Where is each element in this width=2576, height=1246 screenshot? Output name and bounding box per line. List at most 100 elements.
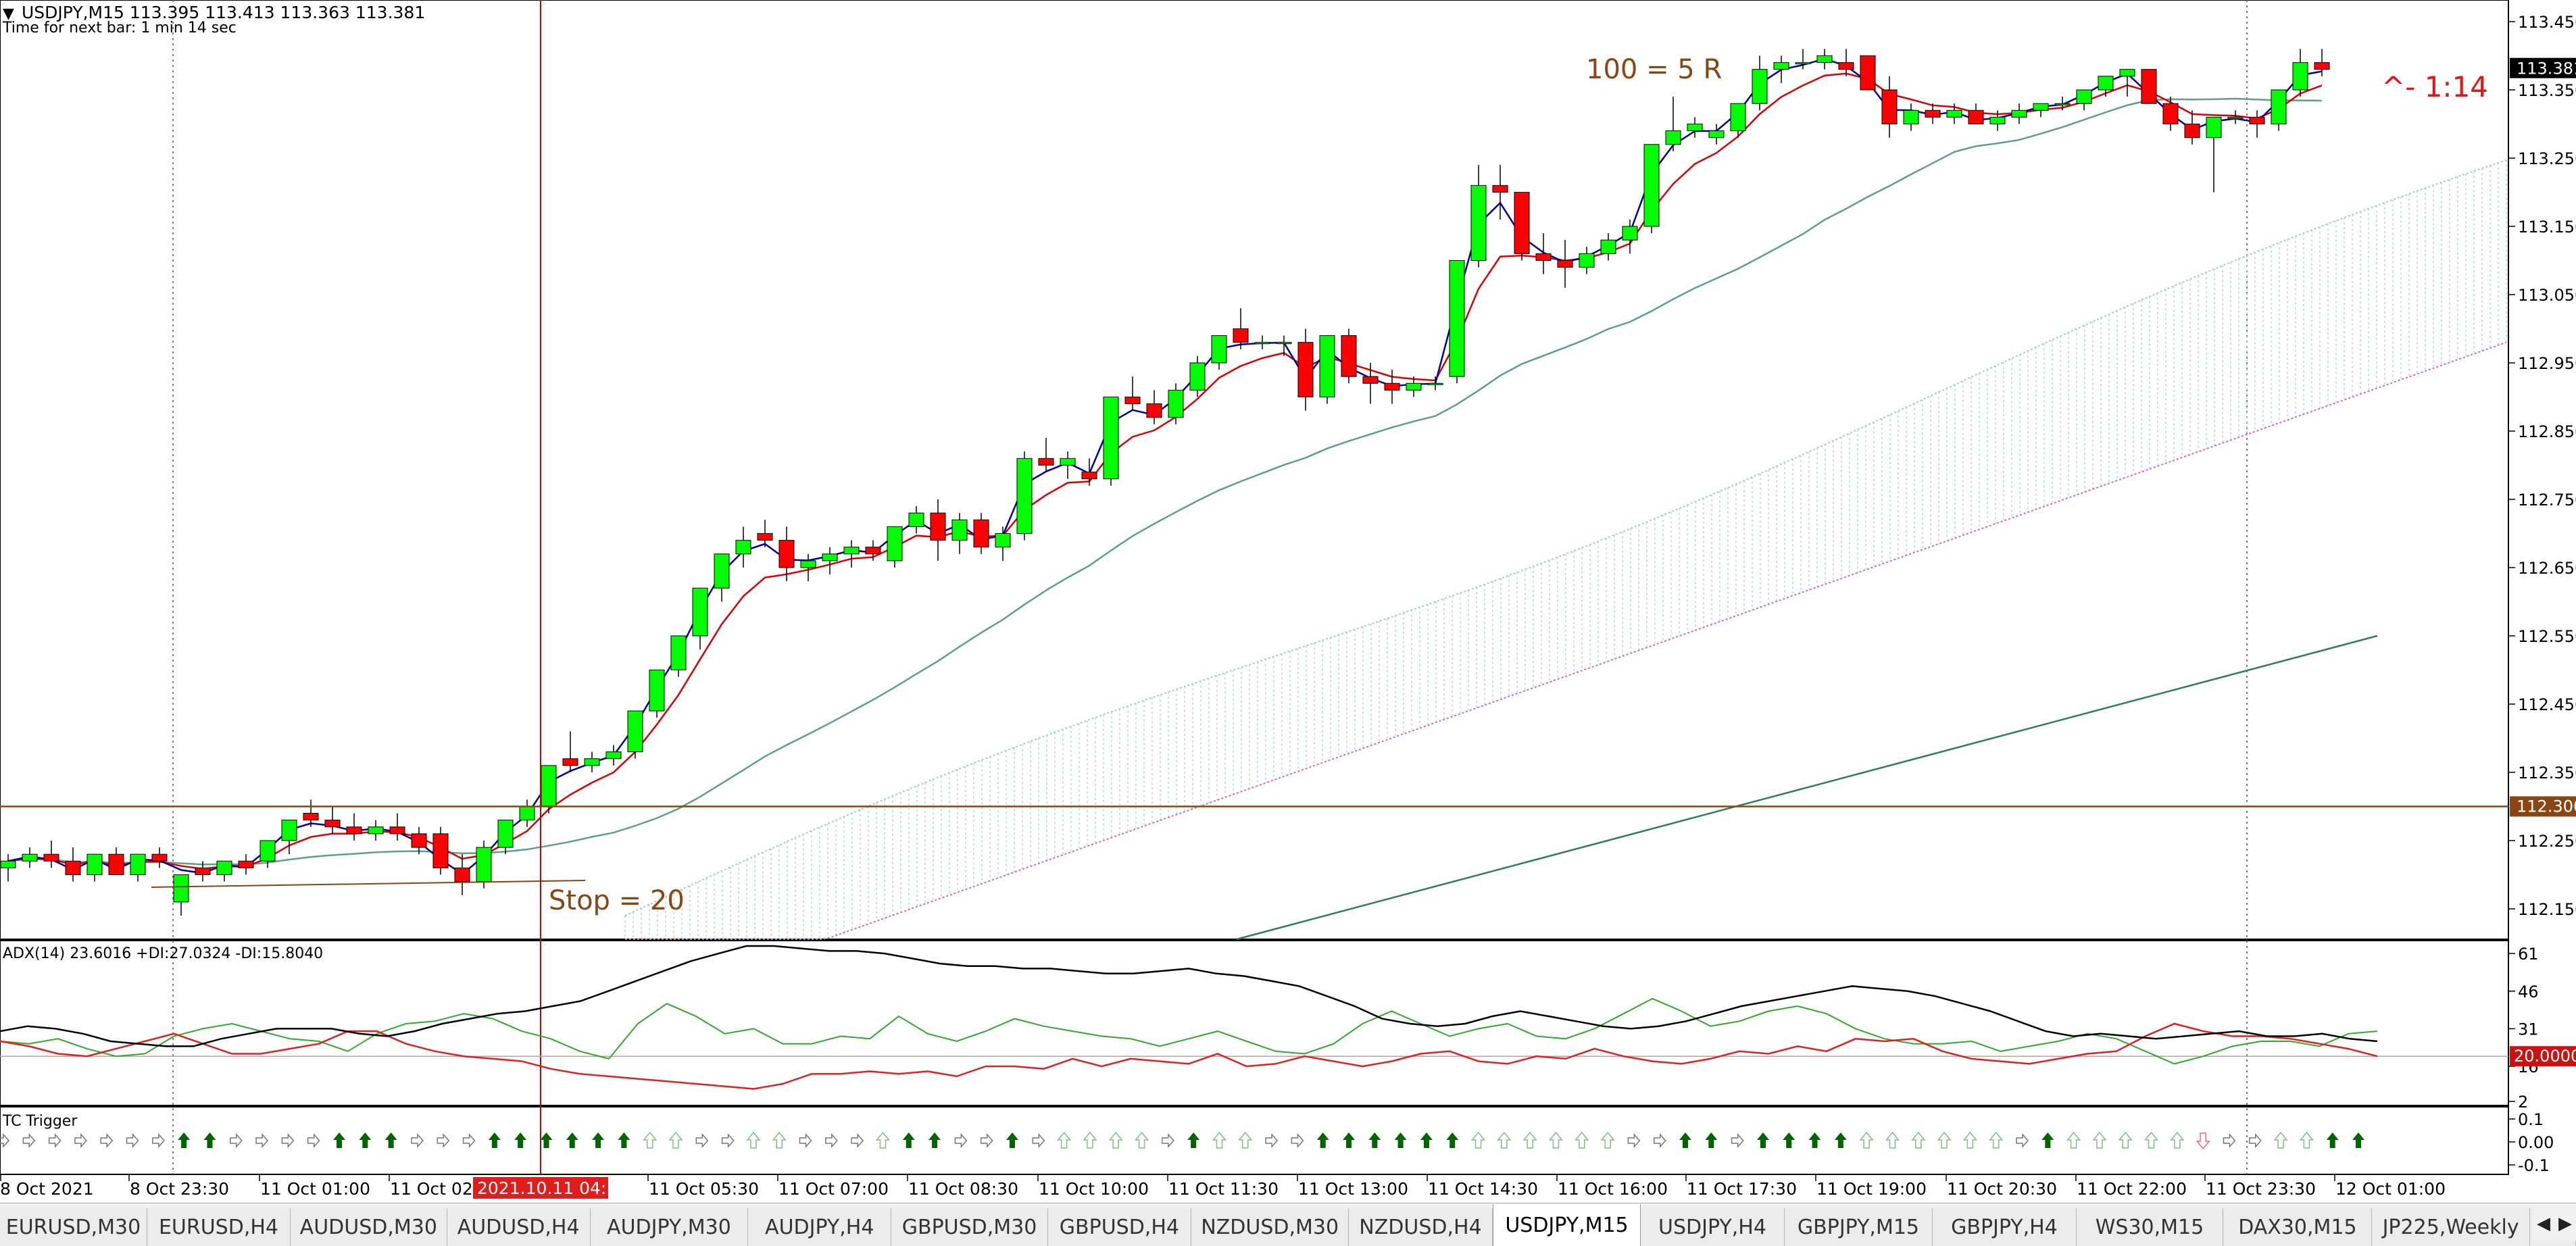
bull-candle-body <box>1816 55 1833 64</box>
right-arrow-icon <box>307 1133 320 1148</box>
bull-candle-body <box>843 547 860 555</box>
bull-candle-body <box>1773 62 1789 70</box>
chart-tab-gbpusd-m30[interactable]: GBPUSD,M30 <box>891 1208 1048 1246</box>
chart-area[interactable]: ADX(14) 23.6016 +DI:27.0324 -DI:15.8040 6… <box>0 0 2576 1203</box>
ichimoku-cloud <box>624 159 2507 940</box>
candle <box>670 635 687 677</box>
open-up-arrow-icon <box>746 1131 761 1149</box>
chart-tab-usdjpy-m15[interactable]: USDJPY,M15 <box>1492 1204 1641 1246</box>
bear-candle-body <box>1362 376 1379 384</box>
chart-tabs: EURUSD,M30 EURUSD,H4 AUDUSD,M30 AUDUSD,H4 AU… <box>0 1203 2576 1246</box>
tc-tick-label: 0.1 <box>2518 1110 2544 1129</box>
bear-candle-body <box>1838 62 1854 70</box>
open-up-arrow-icon <box>772 1131 787 1149</box>
candle <box>1773 55 1789 83</box>
bull-candle-body <box>1189 362 1206 391</box>
bull-candle-body <box>2011 109 2027 118</box>
chart-tab-gbpjpy-h4[interactable]: GBPJPY,H4 <box>1933 1208 2077 1246</box>
open-up-arrow-icon <box>1212 1131 1227 1149</box>
bull-candle-body <box>2119 69 2135 77</box>
candle <box>1665 97 1681 151</box>
target-annotation: 100 = 5 R <box>1586 54 1722 85</box>
adx-tick-label: 46 <box>2518 982 2539 1001</box>
candle <box>1860 55 1876 91</box>
tc-trigger-panel: TC Trigger 0.1 0.00 -0.1 <box>0 1110 2554 1175</box>
open-up-arrow-icon <box>875 1131 891 1149</box>
chart-tab-eurusd-m30[interactable]: EURUSD,M30 <box>0 1208 147 1246</box>
candle <box>800 553 816 582</box>
header-dropdown-icon[interactable]: ▼ <box>3 5 14 22</box>
open-up-arrow-icon <box>2118 1131 2133 1149</box>
bull-candle-body <box>1103 397 1119 480</box>
candle <box>1081 458 1097 486</box>
right-arrow-icon <box>695 1133 709 1148</box>
bull-candle-body <box>368 826 384 834</box>
bear-candle-body <box>238 860 254 868</box>
tc-panel-border <box>0 1106 2509 1175</box>
bull-candle-body <box>670 635 687 670</box>
candle <box>2011 103 2027 124</box>
chart-tab-audjpy-h4[interactable]: AUDJPY,H4 <box>748 1208 892 1246</box>
adx-level-label: 20.0000 <box>2514 1047 2576 1066</box>
chart-tab-usdjpy-h4[interactable]: USDJPY,H4 <box>1641 1208 1785 1246</box>
right-arrow-icon <box>230 1133 243 1148</box>
time-tick-label: 8 Oct 2021 <box>0 1179 94 1199</box>
candle <box>843 540 860 568</box>
bull-candle-body <box>519 806 535 821</box>
chart-tab-nzdusd-m30[interactable]: NZDUSD,M30 <box>1191 1208 1349 1246</box>
open-up-arrow-icon <box>643 1131 658 1149</box>
right-arrow-icon <box>2016 1133 2029 1148</box>
bear-candle-body <box>1557 260 1573 268</box>
chart-tab-gbpjpy-m15[interactable]: GBPJPY,M15 <box>1784 1208 1933 1246</box>
bull-candle-body <box>1795 62 1811 65</box>
candle <box>1016 451 1033 541</box>
tab-scroll-left-icon[interactable]: ◀ <box>2537 1214 2550 1234</box>
candle <box>714 553 730 602</box>
chart-tab-audusd-m30[interactable]: AUDUSD,M30 <box>291 1208 447 1246</box>
right-arrow-icon <box>2223 1133 2236 1148</box>
candle <box>2314 49 2330 76</box>
candle <box>1730 103 1746 138</box>
time-tick-label: 11 Oct 23:30 <box>2206 1179 2316 1199</box>
ma-long-line <box>1236 634 2378 941</box>
candle <box>1470 165 1487 268</box>
bull-candle-body <box>800 560 816 568</box>
chart-tab-nzdusd-h4[interactable]: NZDUSD,H4 <box>1349 1208 1493 1246</box>
candle <box>1341 328 1357 384</box>
candle <box>649 670 665 718</box>
right-arrow-icon <box>22 1133 36 1148</box>
bull-candle-body <box>887 526 903 562</box>
bull-candle-body <box>1319 335 1335 398</box>
candle <box>865 540 881 561</box>
chart-tab-eurusd-h4[interactable]: EURUSD,H4 <box>147 1208 291 1246</box>
candle <box>735 526 751 568</box>
adx-panel: ADX(14) 23.6016 +DI:27.0324 -DI:15.8040 6… <box>0 945 2576 1112</box>
bull-candle-body <box>1643 144 1660 227</box>
price-tick-label: 112.750 <box>2518 491 2576 509</box>
chart-tab-audjpy-m30[interactable]: AUDJPY,M30 <box>590 1208 749 1246</box>
chart-tab-ws30-m15[interactable]: WS30,M15 <box>2076 1208 2224 1246</box>
bull-candle-body <box>1752 69 1768 104</box>
right-arrow-icon <box>721 1133 735 1148</box>
bear-candle-body <box>1535 253 1552 261</box>
candle <box>1622 219 1638 254</box>
tab-scroll-right-icon[interactable]: ▶ <box>2558 1214 2572 1234</box>
chart-tab-jp225-weekly[interactable]: JP225,Weekly <box>2372 1208 2530 1246</box>
chart-tab-audusd-h4[interactable]: AUDUSD,H4 <box>447 1208 591 1246</box>
bull-candle-body <box>692 587 708 637</box>
candle <box>368 820 384 841</box>
candle <box>2206 116 2222 193</box>
up-arrow-icon <box>1705 1132 1718 1148</box>
candle <box>930 499 946 561</box>
bull-candle-body <box>995 533 1011 548</box>
candle <box>1189 355 1206 397</box>
chart-tab-gbpusd-h4[interactable]: GBPUSD,H4 <box>1047 1208 1191 1246</box>
bull-candle-body <box>497 820 514 848</box>
tab-scroll-controls: ◀ ▶ <box>2533 1207 2576 1241</box>
up-arrow-icon <box>1187 1132 1200 1148</box>
ratio-annotation: ^- 1:14 <box>2381 70 2488 103</box>
right-arrow-icon <box>152 1133 165 1148</box>
open-up-arrow-icon <box>668 1131 683 1149</box>
bull-candle-body <box>1449 260 1465 377</box>
chart-tab-dax30-m15[interactable]: DAX30,M15 <box>2223 1208 2373 1246</box>
